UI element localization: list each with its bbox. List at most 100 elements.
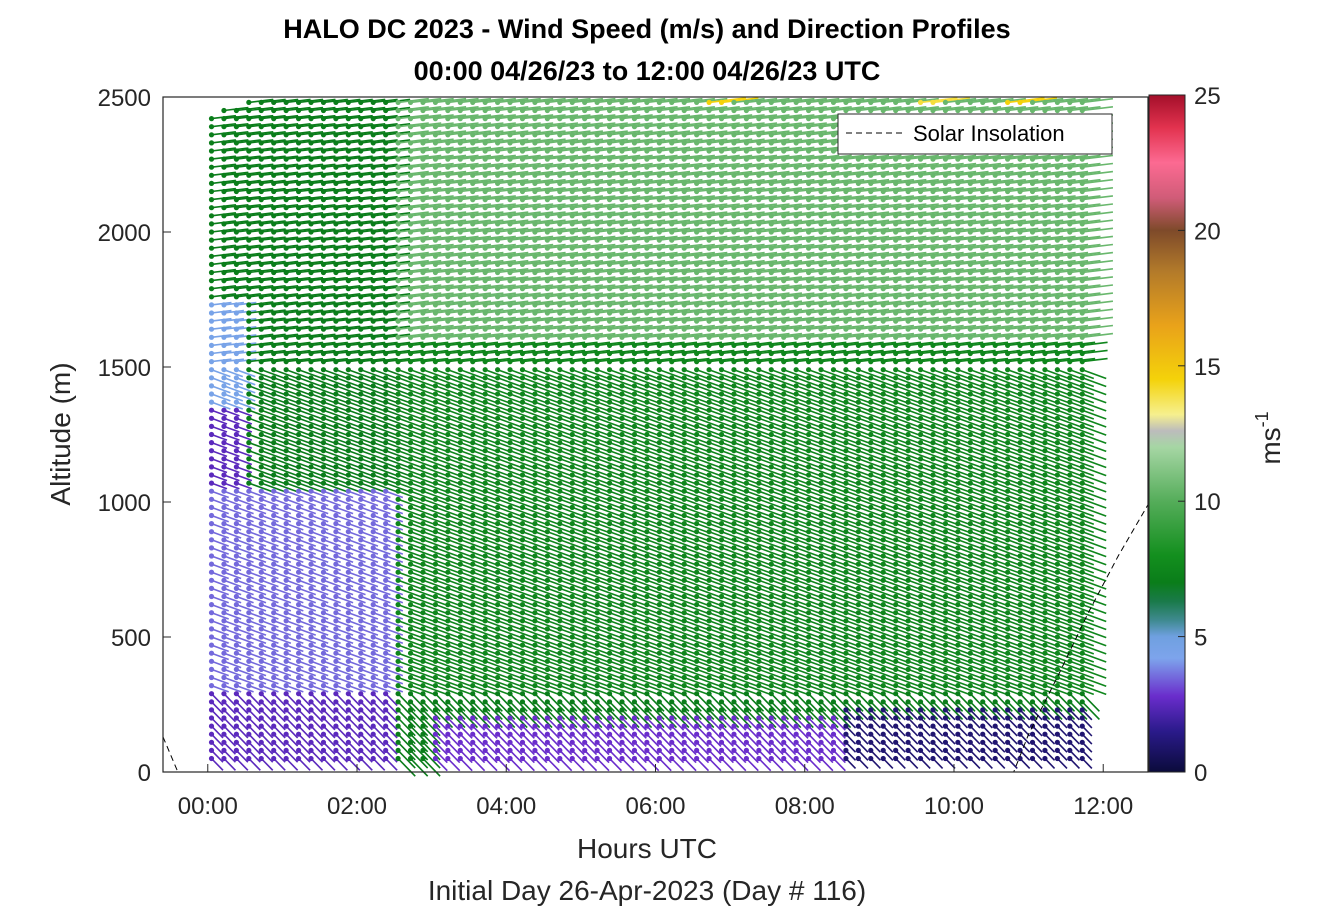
- wind-barb-point: [544, 116, 550, 122]
- wind-barb-point: [358, 707, 364, 713]
- wind-barb-shaft: [397, 595, 423, 606]
- wind-barb-point: [383, 180, 389, 186]
- wind-barb-shaft: [260, 652, 279, 661]
- wind-barb-point: [445, 124, 451, 130]
- wind-barb-point: [557, 326, 563, 332]
- wind-barb-point: [295, 229, 302, 235]
- wind-barb-point: [271, 180, 277, 186]
- wind-barb-point: [420, 156, 426, 162]
- wind-barb-point: [407, 197, 414, 203]
- wind-barb-shaft: [397, 276, 429, 282]
- wind-barb-shaft: [410, 276, 442, 282]
- wind-barb-shaft: [211, 660, 229, 669]
- wind-barb-point: [370, 253, 376, 259]
- wind-barb-shaft: [397, 449, 423, 461]
- wind-barb-point: [345, 488, 351, 494]
- wind-barb-shaft: [397, 227, 429, 233]
- wind-barb-point: [370, 593, 376, 600]
- wind-barb-point: [333, 456, 339, 462]
- wind-barb-point: [544, 650, 550, 656]
- wind-barb-shaft: [360, 620, 379, 628]
- wind-barb-point: [532, 302, 538, 308]
- wind-barb-point: [221, 723, 227, 729]
- wind-barb-shaft: [323, 401, 347, 412]
- wind-barb-point: [457, 253, 463, 259]
- wind-barb-point: [333, 350, 339, 357]
- wind-barb-point: [308, 504, 314, 510]
- wind-barb-point: [582, 699, 588, 705]
- wind-barb-point: [370, 116, 376, 122]
- wind-barb-shaft: [335, 522, 354, 531]
- wind-barb-point: [383, 658, 389, 664]
- wind-barb-point: [271, 577, 277, 583]
- wind-barb-shaft: [385, 595, 404, 604]
- wind-barb-point: [358, 512, 364, 519]
- wind-barb-point: [208, 286, 215, 292]
- wind-barb-point: [271, 691, 277, 697]
- wind-barb-shaft: [484, 571, 510, 582]
- wind-barb-point: [532, 261, 538, 267]
- wind-barb-shaft: [348, 458, 372, 468]
- wind-barb-point: [208, 188, 215, 195]
- wind-barb-shaft: [260, 660, 279, 669]
- wind-barb-point: [519, 188, 526, 195]
- wind-barb-shaft: [273, 514, 292, 523]
- wind-barb-point: [333, 302, 339, 308]
- wind-barb-point: [246, 472, 252, 478]
- wind-barb-point: [432, 456, 439, 462]
- wind-barb-point: [283, 691, 289, 697]
- wind-barb-shaft: [236, 530, 254, 539]
- wind-barb-shaft: [273, 725, 286, 739]
- wind-barb-point: [308, 731, 314, 737]
- wind-barb-point: [208, 658, 215, 664]
- wind-barb-point: [271, 504, 277, 510]
- wind-barb-point: [582, 683, 588, 689]
- wind-barb-point: [258, 415, 264, 421]
- wind-barb-point: [308, 213, 314, 219]
- wind-barb-point: [271, 618, 277, 624]
- wind-barb-point: [295, 650, 302, 656]
- wind-barb-shaft: [422, 660, 448, 671]
- wind-barb-shaft: [348, 490, 366, 499]
- wind-barb-shaft: [298, 725, 311, 739]
- wind-barb-point: [569, 294, 575, 300]
- wind-barb-shaft: [385, 587, 404, 596]
- wind-barb-point: [395, 739, 401, 745]
- wind-barb-shaft: [236, 620, 254, 628]
- wind-barb-shaft: [273, 417, 298, 428]
- wind-barb-shaft: [285, 741, 299, 755]
- wind-barb-point: [271, 140, 277, 146]
- wind-barb-point: [308, 642, 314, 648]
- wind-barb-point: [445, 334, 451, 340]
- wind-barb-point: [519, 755, 526, 762]
- wind-barb-point: [569, 334, 575, 340]
- wind-barb-shaft: [397, 178, 429, 185]
- wind-barb-point: [221, 172, 227, 178]
- wind-barb-shaft: [211, 309, 232, 314]
- wind-barb-point: [495, 294, 501, 300]
- wind-barb-shaft: [385, 563, 404, 572]
- wind-barb-point: [582, 545, 588, 551]
- wind-barb-point: [495, 545, 501, 551]
- wind-barb-point: [557, 286, 563, 292]
- wind-barb-shaft: [273, 717, 286, 731]
- wind-barb-point: [395, 197, 401, 203]
- wind-barb-point: [395, 124, 401, 130]
- wind-barb-shaft: [410, 219, 442, 225]
- wind-barb-point: [383, 156, 389, 162]
- wind-barb-shaft: [422, 219, 454, 225]
- wind-barb-shaft: [385, 433, 410, 444]
- wind-barb-point: [221, 618, 227, 624]
- wind-barb-point: [383, 440, 389, 446]
- wind-barb-point: [507, 269, 513, 276]
- wind-barb-point: [420, 197, 426, 203]
- wind-barb-point: [383, 391, 389, 397]
- wind-barb-shaft: [298, 611, 317, 620]
- wind-barb-point: [283, 245, 289, 251]
- wind-barb-point: [320, 116, 327, 122]
- wind-barb-point: [271, 480, 277, 486]
- wind-barb-point: [569, 253, 575, 259]
- wind-barb-shaft: [410, 547, 435, 558]
- wind-barb-point: [395, 286, 401, 292]
- wind-barb-shaft: [211, 563, 229, 572]
